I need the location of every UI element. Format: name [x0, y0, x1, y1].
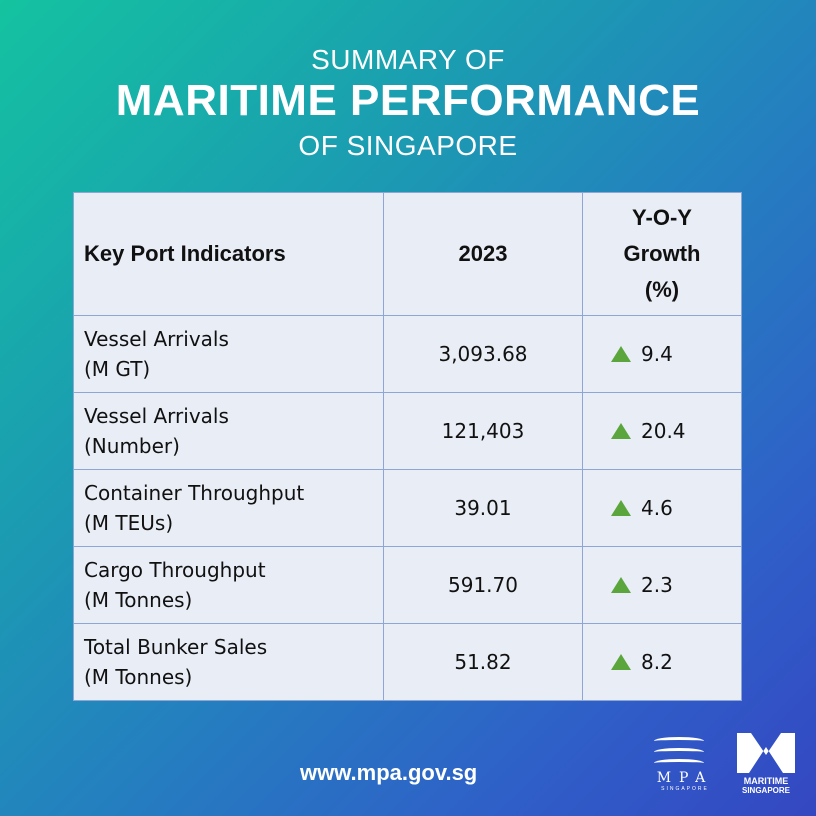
maritime-singapore-logo: MARITIME SINGAPORE: [734, 733, 798, 795]
indicator-cell: Total Bunker Sales (M Tonnes): [73, 623, 384, 701]
growth-value: 2.3: [641, 573, 673, 597]
title-line-3: OF SINGAPORE: [298, 130, 518, 161]
mpa-logo: MPA SINGAPORE: [652, 734, 718, 792]
indicator-name: Vessel Arrivals: [84, 404, 229, 428]
port-indicators-table: Key Port Indicators 2023 Y-O-Y Growth (%…: [73, 192, 742, 701]
col-header-growth: Y-O-Y Growth (%): [582, 192, 742, 316]
title-line-2: MARITIME PERFORMANCE: [115, 76, 701, 125]
indicator-name: Total Bunker Sales: [84, 635, 268, 659]
indicator-cell: Cargo Throughput (M Tonnes): [73, 546, 384, 624]
up-triangle-icon: [611, 577, 631, 593]
up-triangle-icon: [611, 423, 631, 439]
table-row: Cargo Throughput (M Tonnes) 591.70 2.3: [73, 546, 742, 624]
indicator-unit: (M Tonnes): [84, 665, 193, 689]
indicator-unit: (M GT): [84, 357, 151, 381]
value-cell: 591.70: [383, 546, 583, 624]
growth-cell: 20.4: [582, 392, 742, 470]
value-cell: 3,093.68: [383, 315, 583, 393]
indicator-cell: Vessel Arrivals (Number): [73, 392, 384, 470]
col-header-year: 2023: [383, 192, 583, 316]
growth-value: 4.6: [641, 496, 673, 520]
col-header-indicator: Key Port Indicators: [73, 192, 384, 316]
table-row: Container Throughput (M TEUs) 39.01 4.6: [73, 469, 742, 547]
up-triangle-icon: [611, 654, 631, 670]
value-cell: 51.82: [383, 623, 583, 701]
table-row: Total Bunker Sales (M Tonnes) 51.82 8.2: [73, 623, 742, 701]
value-cell: 121,403: [383, 392, 583, 470]
indicator-unit: (M TEUs): [84, 511, 174, 535]
growth-cell: 8.2: [582, 623, 742, 701]
growth-value: 8.2: [641, 650, 673, 674]
website-link[interactable]: www.mpa.gov.sg: [300, 760, 478, 785]
indicator-unit: (Number): [84, 434, 180, 458]
indicator-name: Vessel Arrivals: [84, 327, 229, 351]
indicator-name: Cargo Throughput: [84, 558, 266, 582]
up-triangle-icon: [611, 500, 631, 516]
growth-cell: 9.4: [582, 315, 742, 393]
growth-cell: 4.6: [582, 469, 742, 547]
table-row: Vessel Arrivals (Number) 121,403 20.4: [73, 392, 742, 470]
value-cell: 39.01: [383, 469, 583, 547]
indicator-unit: (M Tonnes): [84, 588, 193, 612]
indicator-cell: Container Throughput (M TEUs): [73, 469, 384, 547]
growth-cell: 2.3: [582, 546, 742, 624]
title-line-1: SUMMARY OF: [311, 44, 505, 75]
indicator-cell: Vessel Arrivals (M GT): [73, 315, 384, 393]
growth-value: 20.4: [641, 419, 686, 443]
growth-value: 9.4: [641, 342, 673, 366]
indicator-name: Container Throughput: [84, 481, 305, 505]
up-triangle-icon: [611, 346, 631, 362]
table-row: Vessel Arrivals (M GT) 3,093.68 9.4: [73, 315, 742, 393]
